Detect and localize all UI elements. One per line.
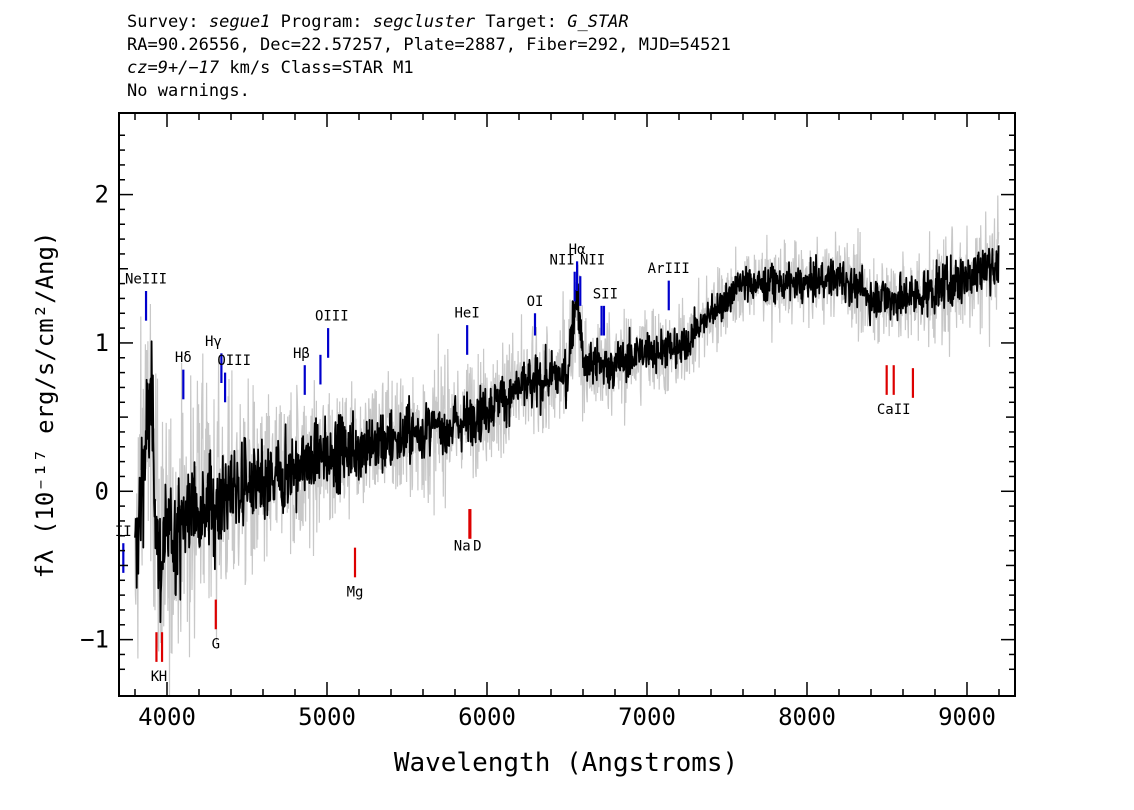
spectrum-header: Survey: segue1 Program: segcluster Targe…	[127, 11, 731, 103]
class-value: Class=STAR M1	[280, 58, 414, 78]
x-axis-label: Wavelength (Angstroms)	[394, 748, 738, 778]
absorption-line-label: D	[473, 539, 481, 555]
emission-line-label: NII	[580, 252, 605, 268]
header-line-3: cz=9+/−17 km/s Class=STAR M1	[127, 57, 731, 80]
plot-axes: 4000 5000 6000 7000 8000 9000 −1 0 1 2	[80, 112, 1016, 731]
emission-line-label: OI	[527, 294, 544, 310]
emission-line-label: OIII	[315, 309, 349, 325]
y-tick-label: 0	[95, 477, 109, 505]
error-envelope-line	[134, 195, 1000, 697]
absorption-line-label: Na	[454, 539, 471, 555]
absorption-line-label: G	[212, 637, 220, 653]
emission-line-label: HeI	[455, 306, 480, 322]
emission-line-label: Hβ	[293, 346, 310, 362]
emission-line-label: SII	[593, 286, 618, 302]
emission-line-label: ArIII	[648, 261, 690, 277]
header-line-1: Survey: segue1 Program: segcluster Targe…	[127, 11, 731, 34]
emission-line-label: OIII	[217, 353, 251, 369]
emission-line-label: II	[115, 524, 132, 540]
x-tick-label: 6000	[458, 703, 516, 731]
target-value: G_STAR	[567, 12, 629, 32]
emission-line-label: NeIII	[125, 272, 167, 288]
error-envelope	[134, 195, 1000, 697]
target-label: Target:	[485, 12, 557, 32]
y-tick-label: 2	[95, 181, 109, 209]
absorption-line-label: Mg	[347, 585, 364, 601]
header-line-2: RA=90.26556, Dec=22.57257, Plate=2887, F…	[127, 35, 731, 55]
survey-value: segue1	[208, 12, 271, 32]
emission-line-label: Hα	[569, 242, 586, 258]
x-tick-label: 8000	[778, 703, 836, 731]
redshift-value: cz=9+/−17	[127, 58, 220, 78]
x-tick-label: 5000	[298, 703, 356, 731]
flux-line	[134, 245, 1000, 624]
x-tick-label: 7000	[618, 703, 676, 731]
plot-frame	[118, 112, 1016, 697]
emission-line-label: Hδ	[175, 350, 192, 366]
absorption-line-label: CaII	[877, 402, 911, 418]
y-axis-label: fλ (10⁻¹⁷ erg/s/cm²/Ang)	[31, 232, 59, 579]
y-tick-label: −1	[80, 626, 109, 654]
absorption-line-label: K	[151, 669, 160, 685]
y-tick-label: 1	[95, 329, 109, 357]
x-tick-label: 9000	[938, 703, 996, 731]
x-tick-label: 4000	[138, 703, 196, 731]
header-line-4: No warnings.	[127, 81, 250, 101]
absorption-line-label: H	[159, 669, 167, 685]
redshift-unit: km/s	[229, 58, 271, 78]
emission-line-label: Hγ	[205, 334, 222, 350]
emission-line-label: NII	[550, 252, 575, 268]
program-label: Program:	[280, 12, 363, 32]
program-value: segcluster	[372, 12, 476, 32]
survey-label: Survey:	[127, 12, 199, 32]
flux-series	[134, 245, 1000, 624]
